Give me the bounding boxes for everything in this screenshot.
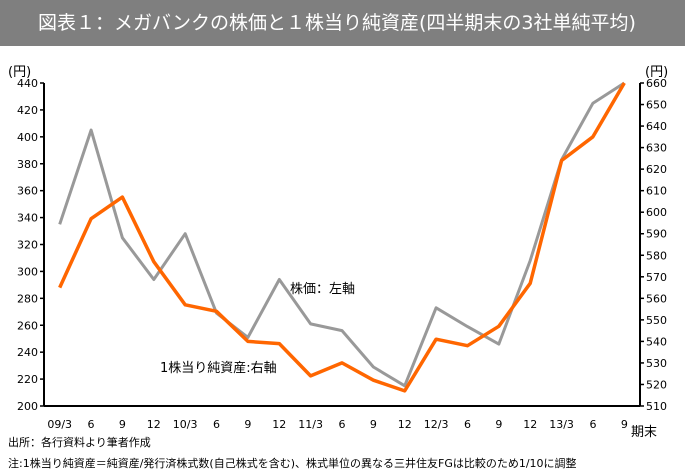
left-tick-label: 420 (17, 104, 38, 117)
x-tick-label: 12 (147, 418, 161, 431)
left-tick-label: 220 (17, 373, 38, 386)
left-tick-label: 280 (17, 292, 38, 305)
x-tick-label: 12 (523, 418, 537, 431)
left-tick-label: 260 (17, 319, 38, 332)
x-tick-label: 11/3 (298, 418, 323, 431)
x-tick-label: 09/3 (47, 418, 72, 431)
x-tick-label: 12 (398, 418, 412, 431)
left-axis-unit: (円) (8, 65, 31, 80)
left-tick-label: 300 (17, 265, 38, 278)
right-tick-label: 580 (646, 249, 667, 262)
right-tick-label: 510 (646, 400, 667, 413)
left-tick-label: 440 (17, 77, 38, 90)
x-tick-label: 9 (244, 418, 251, 431)
x-tick-label: 9 (119, 418, 126, 431)
left-tick-label: 360 (17, 185, 38, 198)
x-tick-label: 6 (339, 418, 346, 431)
right-tick-label: 540 (646, 335, 667, 348)
x-tick-label: 6 (464, 418, 471, 431)
right-tick-label: 550 (646, 314, 667, 327)
right-axis-unit: (円) (645, 65, 668, 80)
right-tick-label: 620 (646, 163, 667, 176)
series-line-price (58, 81, 626, 388)
footnote: 注:1株当り純資産＝純資産/発行済株式数(自己株式を含む)、株式単位の異なる三井… (8, 457, 577, 470)
x-tick-label: 12 (272, 418, 286, 431)
x-tick-label: 6 (88, 418, 95, 431)
left-tick-label: 320 (17, 239, 38, 252)
source-note: 出所：各行資料より筆者作成 (8, 436, 151, 449)
x-tick-label: 10/3 (173, 418, 198, 431)
right-tick-label: 650 (646, 99, 667, 112)
x-tick-label: 6 (213, 418, 220, 431)
right-tick-label: 530 (646, 357, 667, 370)
chart-title: 図表１：メガバンクの株価と１株当り純資産(四半期末の3社単純平均) (0, 0, 685, 46)
x-tick-label: 6 (589, 418, 596, 431)
x-axis-label: 期末 (631, 425, 657, 440)
x-tick-label: 9 (370, 418, 377, 431)
right-tick-label: 520 (646, 378, 667, 391)
right-tick-label: 590 (646, 228, 667, 241)
left-tick-label: 340 (17, 212, 38, 225)
series-line-bps (58, 82, 626, 393)
legend-label-price: 株価：左軸 (290, 282, 355, 297)
x-tick-label: 13/3 (549, 418, 574, 431)
right-tick-label: 610 (646, 185, 667, 198)
legend-label-bps: 1株当り純資産:右軸 (160, 360, 277, 376)
right-tick-label: 560 (646, 292, 667, 305)
left-tick-label: 400 (17, 131, 38, 144)
right-tick-label: 640 (646, 120, 667, 133)
left-tick-label: 200 (17, 400, 38, 413)
left-tick-label: 240 (17, 346, 38, 359)
left-tick-label: 380 (17, 158, 38, 171)
x-tick-label: 12/3 (424, 418, 449, 431)
x-tick-label: 9 (621, 418, 628, 431)
right-tick-label: 630 (646, 142, 667, 155)
right-tick-label: 600 (646, 206, 667, 219)
x-tick-label: 9 (495, 418, 502, 431)
right-tick-label: 570 (646, 271, 667, 284)
right-tick-label: 660 (646, 77, 667, 90)
